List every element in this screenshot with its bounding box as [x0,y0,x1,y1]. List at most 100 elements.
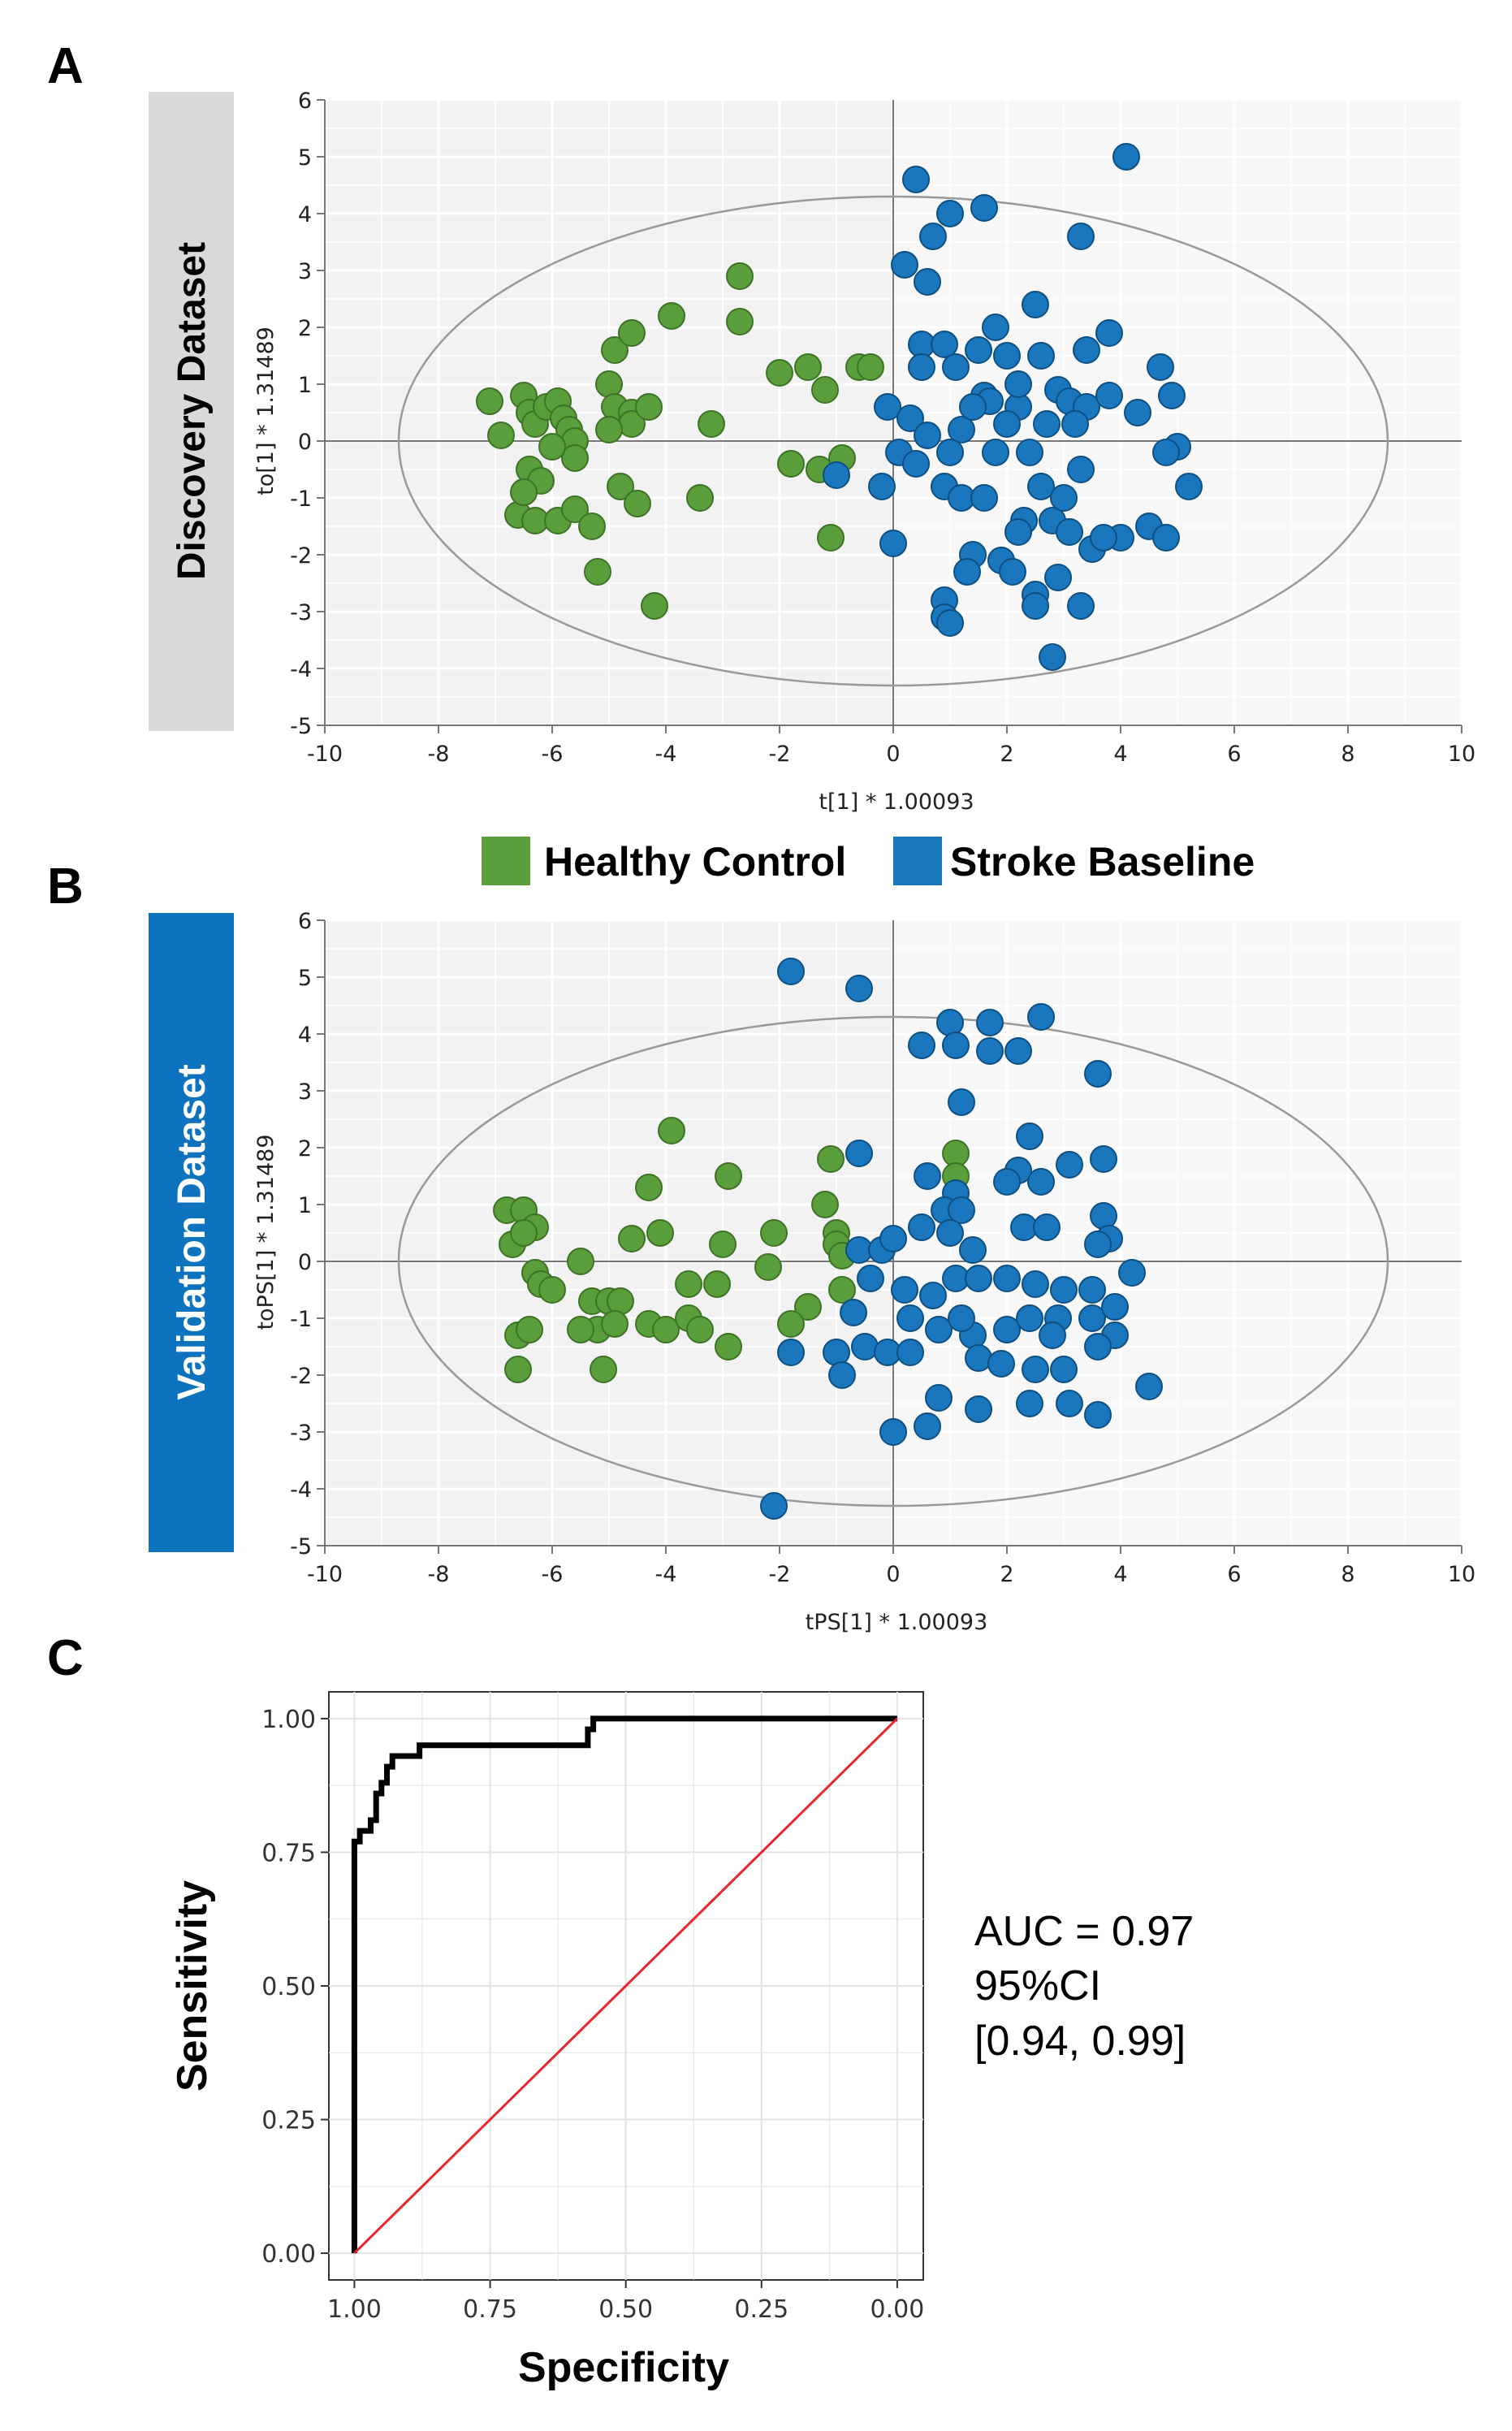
x-tick-label: -8 [428,742,450,767]
data-point-stroke [925,1384,953,1412]
data-point-stroke [948,416,975,443]
data-point-healthy [817,1145,845,1173]
data-point-healthy [487,422,515,449]
legend-label-healthy: Healthy Control [544,839,846,885]
data-point-healthy [857,353,884,381]
data-point-stroke [999,558,1026,586]
data-point-stroke [914,1412,941,1440]
roc-x-tick-label: 0.50 [598,2295,653,2324]
data-point-stroke [1027,1168,1055,1196]
data-point-stroke [823,1339,850,1366]
data-point-stroke [948,1088,975,1116]
data-point-healthy [658,302,685,330]
data-point-stroke [1022,291,1049,318]
y-tick-label: -5 [290,714,312,739]
x-tick-label: 6 [1227,1562,1241,1587]
y-tick-label: 1 [298,1193,312,1218]
data-point-healthy [794,1293,822,1321]
data-point-stroke [1135,1373,1163,1400]
data-point-healthy [607,473,634,500]
plot-area-roc: 1.00 0.75 0.50 0.25 0.00 0.00 0.25 0.50 0.75 1.00 [261,1691,924,2324]
data-point-healthy [646,1219,674,1247]
data-point-healthy [715,1333,742,1360]
data-point-stroke [1027,1003,1055,1031]
data-point-stroke [1073,336,1100,364]
data-point-stroke [908,1032,935,1059]
data-point-stroke [965,1265,992,1292]
data-point-stroke [1084,1401,1112,1429]
side-label-discovery: Discovery Dataset [171,242,214,580]
x-tick-label: -6 [542,742,564,767]
y-tick-label: 0 [298,430,312,455]
data-point-stroke [970,484,998,512]
data-point-stroke [965,1344,992,1372]
scatter-panel-validation: Validation Dataset -10 -8 -6 -4 -2 0 2 4 6 8 10-5-… [149,909,1475,1635]
data-point-stroke [970,194,998,222]
data-point-stroke [942,1032,970,1059]
data-point-stroke [1112,143,1140,171]
data-point-stroke [908,353,935,381]
data-point-healthy [578,513,606,540]
side-label-box-discovery [149,92,234,731]
data-point-healthy [476,387,503,415]
data-point-stroke [760,1492,788,1520]
x-tick-label: 4 [1113,1562,1127,1587]
data-point-stroke [874,393,901,421]
data-point-healthy [811,1191,839,1218]
y-tick-label: -3 [290,1421,312,1446]
data-point-healthy [567,1316,594,1343]
panel-letter-c: C [47,1630,84,1686]
x-tick-label: 2 [1000,1562,1013,1587]
auc-ci-range: [0.94, 0.99] [974,2018,1186,2065]
y-tick-label: 5 [298,966,312,991]
data-point-healthy [618,1225,646,1252]
y-tick-label: 6 [298,909,312,934]
y-tick-label: 2 [298,1136,312,1161]
data-point-stroke [993,410,1021,438]
data-point-stroke [868,473,896,500]
data-point-stroke [936,609,964,637]
data-point-stroke [879,530,907,557]
data-point-stroke [987,1350,1015,1378]
y-tick-label: 3 [298,1079,312,1105]
data-point-stroke [959,393,987,421]
data-point-healthy [652,1316,680,1343]
y-tick-label: -3 [290,600,312,625]
data-point-healthy [510,478,538,506]
panel-letter-b: B [47,859,84,915]
data-point-stroke [908,1213,935,1241]
data-point-healthy [817,524,845,552]
data-point-healthy [703,1270,731,1298]
x-tick-label: 4 [1113,742,1127,767]
data-point-stroke [851,1333,879,1360]
data-point-healthy [516,1316,543,1343]
data-point-stroke [1016,1390,1043,1417]
data-point-stroke [976,1037,1004,1065]
confidence-ellipse [397,1015,1389,1507]
data-point-stroke [1124,399,1151,426]
data-point-healthy [811,376,839,404]
x-tick-label: -2 [769,742,791,767]
data-point-stroke [1022,1356,1049,1383]
roc-curve [351,1715,897,2254]
y-tick-label: -1 [290,1307,312,1332]
data-point-stroke [1084,1231,1112,1258]
data-point-stroke [993,342,1021,370]
data-point-healthy [766,359,793,387]
y-axis-label-validation: toPS[1] * 1.31489 [253,1134,279,1330]
x-tick-label: -4 [655,742,677,767]
data-point-stroke [845,1140,873,1167]
x-tick-label: -10 [307,1562,343,1587]
data-point-stroke [1090,524,1117,552]
y-tick-label: -2 [290,1364,312,1389]
data-point-stroke [891,1276,918,1304]
data-point-healthy [635,393,663,421]
data-point-stroke [1078,1276,1106,1304]
data-point-stroke [828,1361,856,1389]
data-point-stroke [845,975,873,1002]
data-point-stroke [891,251,918,279]
data-point-healthy [618,319,646,347]
x-tick-label: -10 [307,742,343,767]
data-point-stroke [1067,592,1095,620]
